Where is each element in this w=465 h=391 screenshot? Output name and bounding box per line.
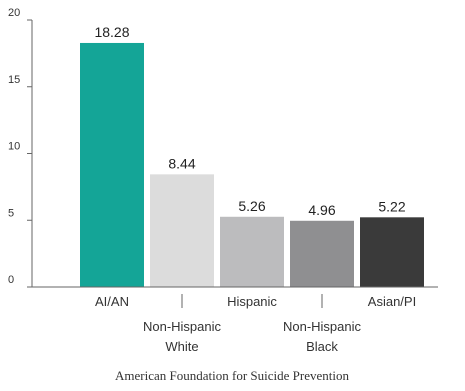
y-tick-label: 5 bbox=[8, 207, 14, 219]
bar bbox=[150, 174, 214, 287]
y-tick-label: 10 bbox=[8, 141, 20, 153]
bar-value-label: 8.44 bbox=[168, 155, 195, 171]
bar bbox=[80, 42, 144, 287]
x-category-label: Non-Hispanic bbox=[143, 319, 222, 334]
bar-value-label: 4.96 bbox=[308, 202, 335, 218]
bar bbox=[290, 220, 354, 287]
bar bbox=[360, 217, 424, 287]
x-category-label: AI/AN bbox=[95, 294, 129, 309]
x-category-label: Non-Hispanic bbox=[283, 319, 362, 334]
y-tick-label: 0 bbox=[8, 274, 14, 286]
x-category-label: Hispanic bbox=[227, 294, 277, 309]
bar-value-label: 5.26 bbox=[238, 198, 265, 214]
bars bbox=[80, 42, 424, 287]
bar-value-label: 18.28 bbox=[94, 24, 129, 40]
x-category-label: Asian/PI bbox=[368, 294, 416, 309]
source-caption: American Foundation for Suicide Preventi… bbox=[115, 368, 349, 383]
x-category-label: Black bbox=[306, 339, 338, 354]
bar bbox=[220, 216, 284, 287]
x-axis: AI/AN Non-Hispanic White Hispanic Non-Hispan… bbox=[32, 286, 438, 354]
y-tick-label: 15 bbox=[8, 74, 20, 86]
bar-value-label: 5.22 bbox=[378, 198, 405, 214]
x-category-label: White bbox=[165, 339, 198, 354]
y-tick-label: 20 bbox=[8, 7, 20, 19]
value-labels: 18.28 8.44 5.26 4.96 5.22 bbox=[94, 24, 405, 218]
y-axis: 0 5 10 15 20 bbox=[8, 7, 33, 288]
